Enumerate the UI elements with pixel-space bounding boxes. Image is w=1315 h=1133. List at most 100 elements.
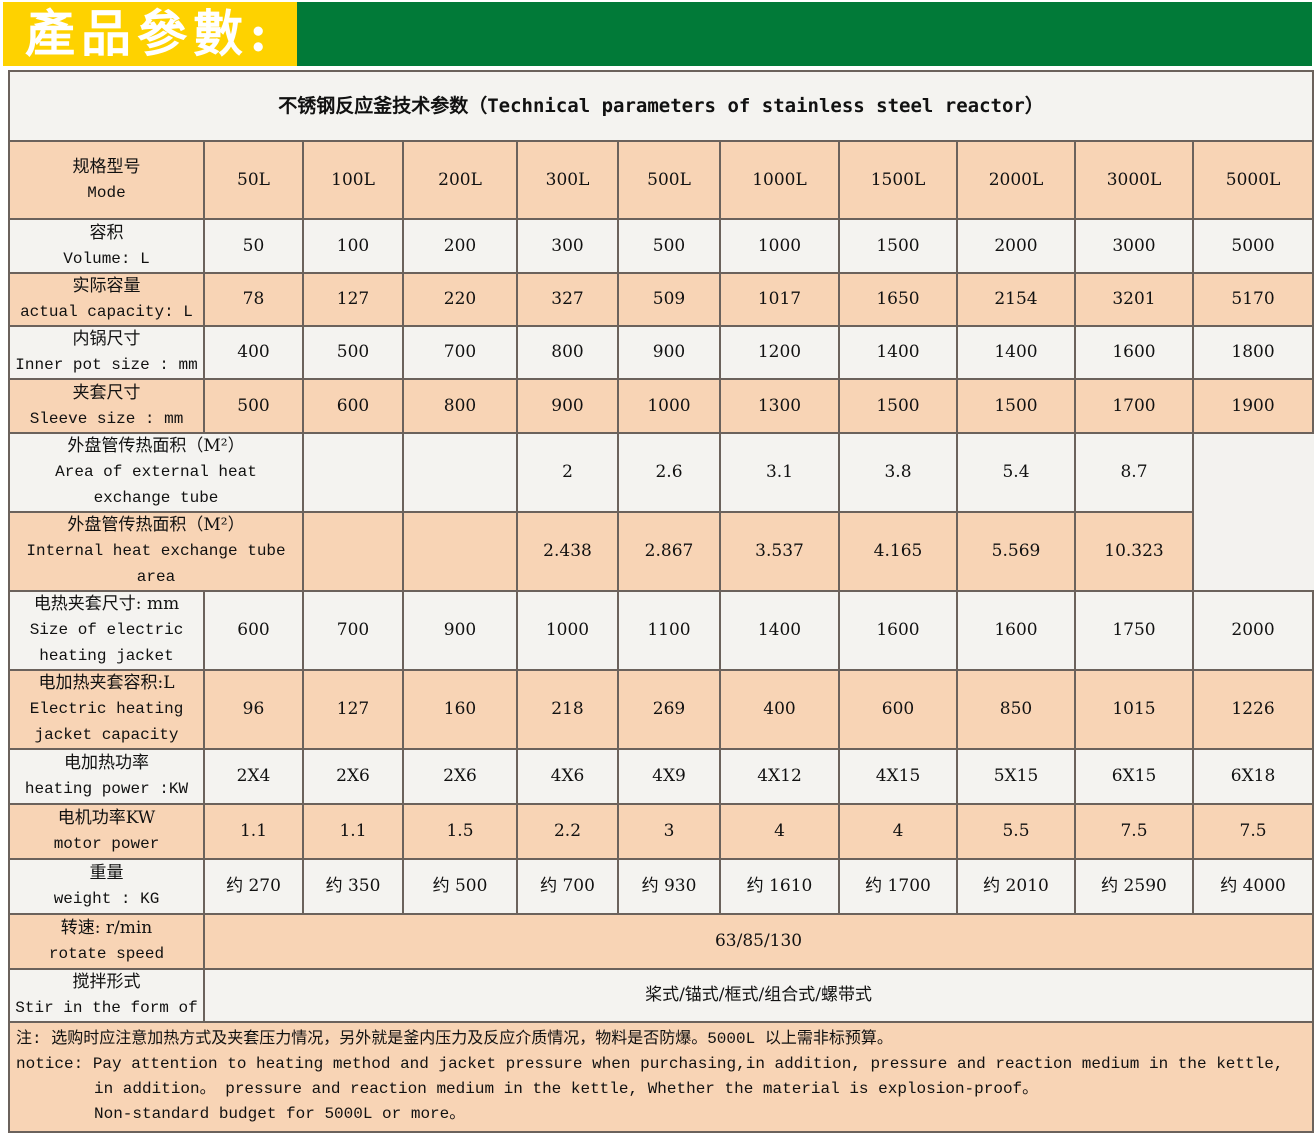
value-cell: 7.5 (1074, 803, 1194, 860)
value-cell: 1500 (838, 218, 958, 274)
value-cell: 3000 (1074, 218, 1194, 274)
note-en-1: notice: Pay attention to heating method … (16, 1055, 1284, 1073)
label-en: Electric heating jacket capacity (29, 700, 184, 744)
label-en: Inner pot size : mm (15, 356, 198, 374)
row-label: 电加热夹套容积:L Electric heating jacket capacit… (8, 669, 205, 750)
value-cell: 1600 (838, 590, 958, 671)
value-cell: 约 700 (516, 858, 619, 915)
label-en: motor power (53, 835, 160, 853)
value-cell: 4X12 (719, 748, 840, 805)
row-label: 电加热功率 heating power :KW (8, 748, 205, 805)
label-cn: 容积 (89, 222, 124, 243)
note: 注: 选购时应注意加热方式及夹套压力情况，另外就是釜内压力及反应介质情况，物料是… (7, 1021, 1315, 1133)
label-cn: 电加热功率 (64, 753, 149, 773)
value-cell: 1600 (956, 590, 1076, 671)
value-cell: 5170 (1191, 272, 1315, 327)
value-cell (402, 432, 518, 513)
note-en-2: in addition。 pressure and reaction mediu… (94, 1080, 1039, 1098)
value-cell: 3.537 (719, 511, 840, 592)
value-cell: 500 (203, 378, 304, 434)
value-cell: 500 (617, 218, 721, 274)
label-en: weight : KG (53, 890, 160, 908)
row-label: 重量 weight : KG (8, 858, 205, 915)
value-cell: 2154 (956, 272, 1076, 327)
value-cell: 5.569 (956, 511, 1076, 592)
value-cell: 10.323 (1074, 511, 1194, 592)
value-cell: 4X9 (617, 748, 721, 805)
value-cell: 127 (302, 669, 404, 750)
label-cn: 搅拌形式 (72, 972, 141, 992)
row-label: 外盘管传热面积（M²） Internal heat exchange tube a… (8, 511, 304, 592)
value-cell: 1100 (617, 590, 721, 671)
value-cell: 800 (516, 325, 619, 380)
value-cell: 5X15 (956, 748, 1076, 805)
value-cell: 约 1610 (719, 858, 840, 915)
label-en: Stir in the form of (15, 999, 198, 1017)
value-cell: 1.1 (302, 803, 404, 860)
value-cell: 700 (302, 590, 404, 671)
value-cell: 3.8 (838, 432, 958, 513)
value-cell: 1900 (1191, 378, 1315, 434)
value-cell: 1500 (956, 378, 1076, 434)
value-cell: 4 (838, 803, 958, 860)
value-cell: 1000 (516, 590, 619, 671)
value-cell: 2 (516, 432, 619, 513)
table-row: 夹套尺寸 Sleeve size : mm 500 600 800 900 1000 1300… (8, 378, 1315, 434)
value-cell: 5000 (1191, 218, 1315, 274)
value-cell: 78 (203, 272, 304, 327)
value-cell: 1000 (719, 218, 840, 274)
banner: 產品參數: (3, 2, 1312, 66)
value-cell: 269 (617, 669, 721, 750)
value-cell: 1300 (719, 378, 840, 434)
value-cell: 约 1700 (838, 858, 958, 915)
value-cell: 1500 (838, 378, 958, 434)
table-row: 电加热功率 heating power :KW 2X4 2X6 2X6 4X6 4X9 4X1… (8, 748, 1315, 805)
table-row: 电加热夹套容积:L Electric heating jacket capacit… (8, 669, 1315, 750)
label-cn: 外盘管传热面积（M²） (67, 515, 245, 535)
table-title: 不锈钢反应釜技术参数（Technical parameters of stain… (7, 70, 1315, 142)
model-header: 200L (402, 140, 518, 220)
value-cell: 1017 (719, 272, 840, 327)
label-en: Size of electric heating jacket (29, 621, 184, 665)
value-cell: 400 (203, 325, 304, 380)
label-cn: 电机功率KW (57, 808, 156, 828)
value-cell: 4.165 (838, 511, 958, 592)
value-cell: 约 270 (203, 858, 304, 915)
label-cn: 转速: r/min (60, 918, 153, 938)
value-cell: 约 500 (402, 858, 518, 915)
value-cell: 900 (402, 590, 518, 671)
value-cell: 1.1 (203, 803, 304, 860)
label-cn: 内锅尺寸 (72, 329, 141, 349)
model-header: 1000L (719, 140, 840, 220)
spec-table: 不锈钢反应釜技术参数（Technical parameters of stain… (7, 70, 1315, 1133)
label-cn: 电加热夹套容积:L (38, 673, 175, 693)
value-cell: 50 (203, 218, 304, 274)
value-cell: 1400 (838, 325, 958, 380)
row-label: 外盘管传热面积（M²） Area of external heat exchang… (8, 432, 304, 513)
value-cell: 4 (719, 803, 840, 860)
value-cell: 800 (402, 378, 518, 434)
value-cell: 约 4000 (1191, 858, 1315, 915)
value-cell: 160 (402, 669, 518, 750)
value-cell: 2.6 (617, 432, 721, 513)
value-cell: 500 (302, 325, 404, 380)
model-header: 5000L (1191, 140, 1315, 220)
value-cell: 218 (516, 669, 619, 750)
model-header: 300L (516, 140, 619, 220)
row-label: 容积 Volume: L (8, 218, 205, 274)
value-cell: 7.5 (1191, 803, 1315, 860)
value-cell: 5.5 (956, 803, 1076, 860)
table-row: 外盘管传热面积（M²） Internal heat exchange tube a… (8, 511, 1313, 592)
value-cell: 900 (516, 378, 619, 434)
model-header: 50L (203, 140, 304, 220)
model-header: 3000L (1074, 140, 1194, 220)
model-header: 100L (302, 140, 404, 220)
table-row: 实际容量 actual capacity: L 78 127 220 327 509 1017… (8, 272, 1315, 327)
value-cell: 300 (516, 218, 619, 274)
value-cell: 1000 (617, 378, 721, 434)
value-cell: 2000 (956, 218, 1076, 274)
value-cell: 1800 (1191, 325, 1315, 380)
table-row: 电机功率KW motor power 1.1 1.1 1.5 2.2 3 4 4 5.5 7.5 7.… (8, 803, 1315, 860)
value-cell: 600 (838, 669, 958, 750)
value-cell: 220 (402, 272, 518, 327)
